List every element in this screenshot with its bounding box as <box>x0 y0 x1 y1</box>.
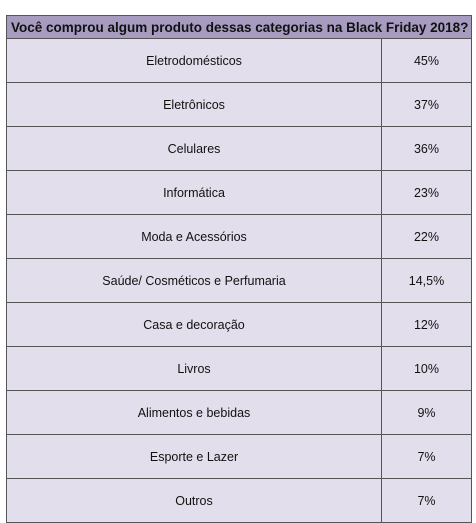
percentage-cell: 23% <box>381 170 472 215</box>
table-row: Eletrônicos 37% <box>6 82 472 127</box>
category-cell: Eletrodomésticos <box>6 38 382 83</box>
percentage-cell: 7% <box>381 478 472 523</box>
percentage-cell: 45% <box>381 38 472 83</box>
percentage-cell: 36% <box>381 126 472 171</box>
category-cell: Moda e Acessórios <box>6 214 382 259</box>
category-cell: Eletrônicos <box>6 82 382 127</box>
table-row: Casa e decoração 12% <box>6 302 472 347</box>
category-cell: Outros <box>6 478 382 523</box>
category-cell: Esporte e Lazer <box>6 434 382 479</box>
category-cell: Livros <box>6 346 382 391</box>
table-row: Eletrodomésticos 45% <box>6 38 472 83</box>
category-cell: Casa e decoração <box>6 302 382 347</box>
table-row: Moda e Acessórios 22% <box>6 214 472 259</box>
category-cell: Saúde/ Cosméticos e Perfumaria <box>6 258 382 303</box>
percentage-cell: 10% <box>381 346 472 391</box>
table-row: Informática 23% <box>6 170 472 215</box>
table-row: Esporte e Lazer 7% <box>6 434 472 479</box>
percentage-cell: 22% <box>381 214 472 259</box>
percentage-cell: 37% <box>381 82 472 127</box>
category-cell: Informática <box>6 170 382 215</box>
table-row: Livros 10% <box>6 346 472 391</box>
category-cell: Celulares <box>6 126 382 171</box>
table-row: Outros 7% <box>6 478 472 523</box>
percentage-cell: 7% <box>381 434 472 479</box>
survey-table: Você comprou algum produto dessas catego… <box>6 15 472 523</box>
percentage-cell: 9% <box>381 390 472 435</box>
table-row: Alimentos e bebidas 9% <box>6 390 472 435</box>
percentage-cell: 14,5% <box>381 258 472 303</box>
table-row: Celulares 36% <box>6 126 472 171</box>
table-header-row: Você comprou algum produto dessas catego… <box>6 15 472 39</box>
category-cell: Alimentos e bebidas <box>6 390 382 435</box>
percentage-cell: 12% <box>381 302 472 347</box>
table-title: Você comprou algum produto dessas catego… <box>6 15 472 39</box>
table-body: Eletrodomésticos 45% Eletrônicos 37% Celular… <box>6 38 472 523</box>
table-row: Saúde/ Cosméticos e Perfumaria 14,5% <box>6 258 472 303</box>
